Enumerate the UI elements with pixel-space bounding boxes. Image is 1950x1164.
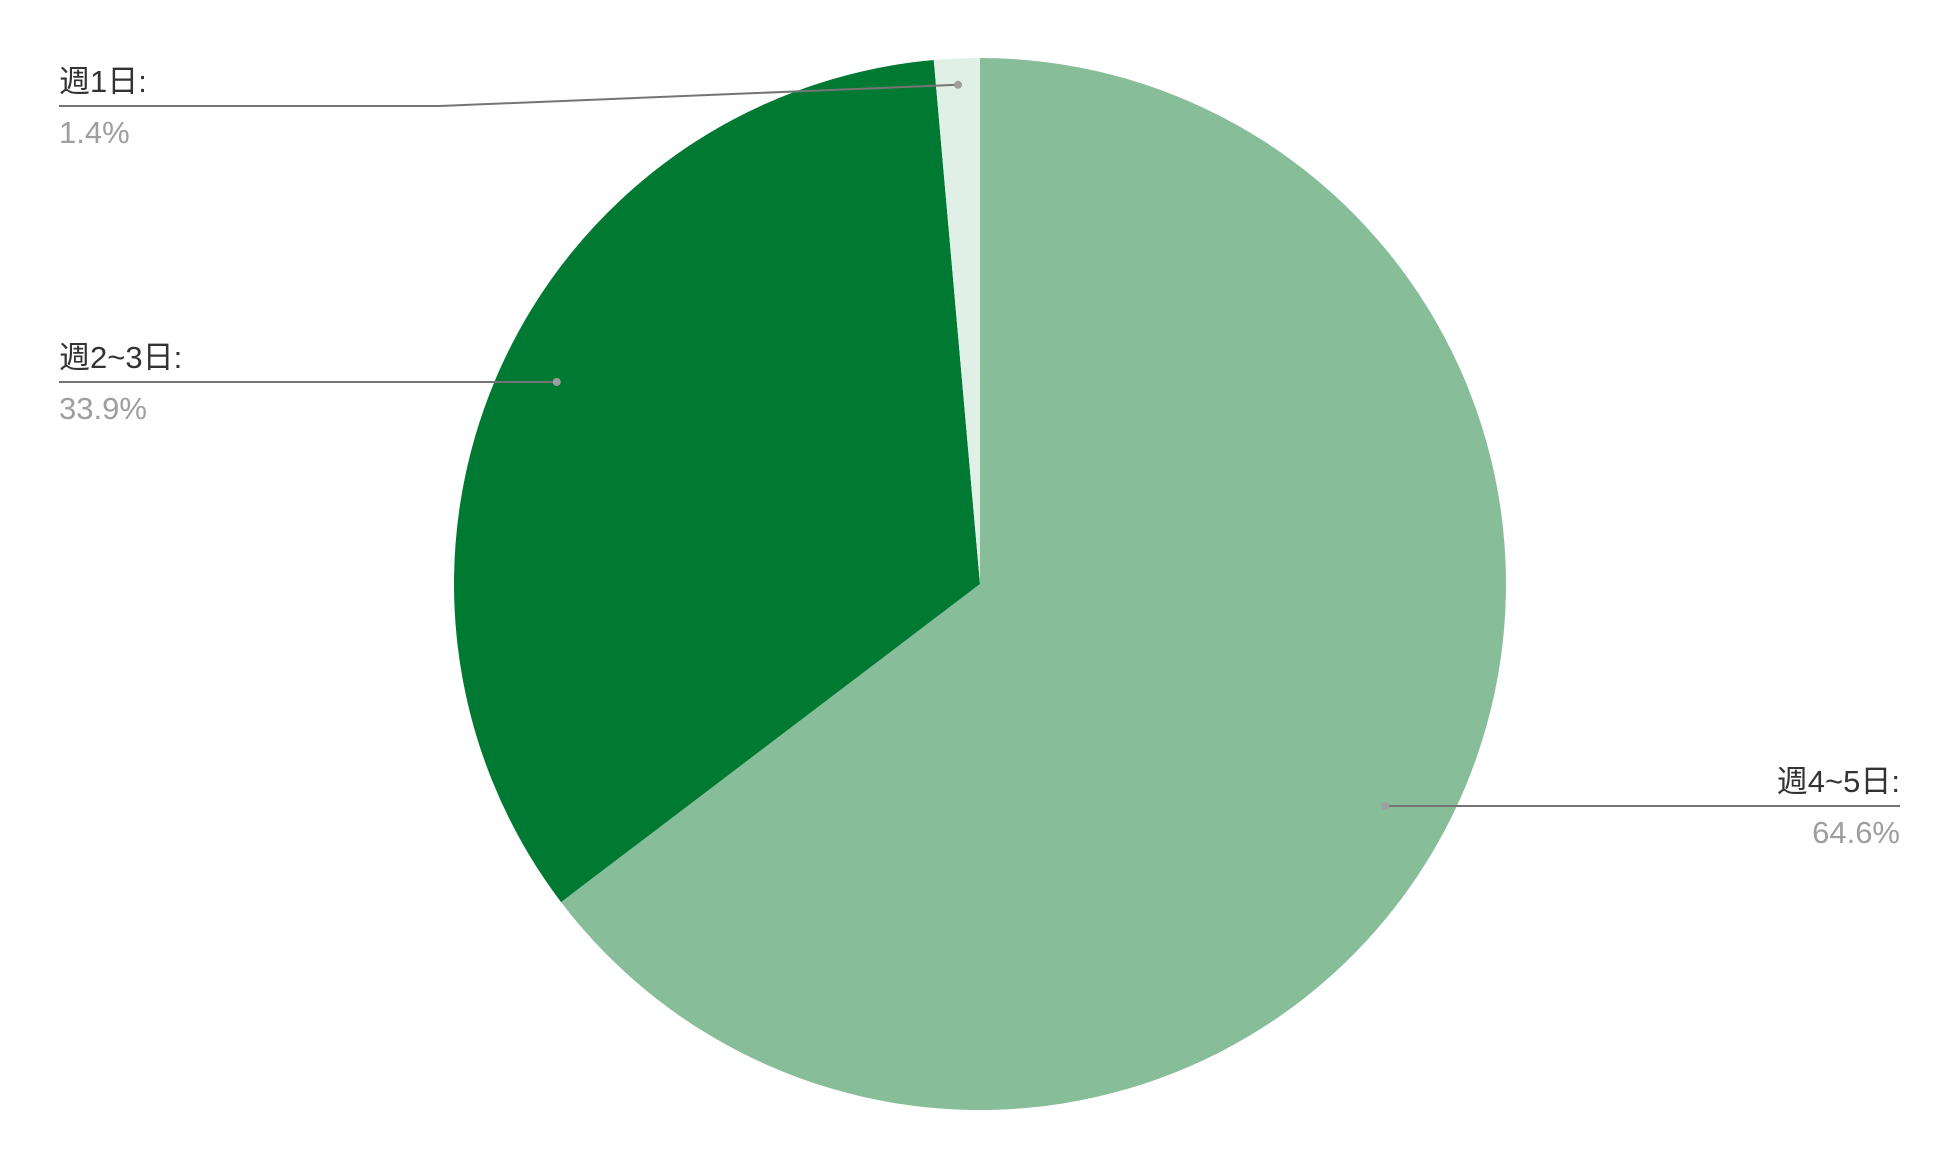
slice-label: 週1日: <box>59 64 147 99</box>
slice-value-label: 33.9% <box>59 391 147 426</box>
slice-value-label: 64.6% <box>1812 815 1900 850</box>
leader-dot <box>954 80 963 89</box>
slice-value-label: 1.4% <box>59 115 130 150</box>
pie-slice <box>561 58 1506 1110</box>
leader-dot <box>1381 802 1390 810</box>
pie-slice <box>453 60 980 903</box>
leader-dot <box>552 378 561 386</box>
pie-slice <box>933 58 980 584</box>
slice-label: 週2~3日: <box>59 340 182 375</box>
slice-label: 週4~5日: <box>1777 764 1900 799</box>
leader-line <box>59 83 959 107</box>
